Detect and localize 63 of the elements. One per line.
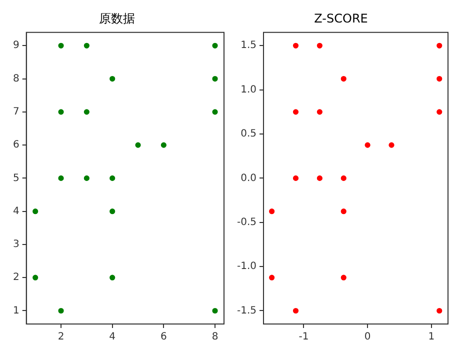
point <box>84 109 90 115</box>
point <box>212 308 218 314</box>
point <box>292 42 299 48</box>
x-tick-label: 8 <box>212 332 218 343</box>
point <box>340 208 346 214</box>
y-tick-label: 6 <box>12 140 20 151</box>
x-tick-label: 2 <box>58 332 64 343</box>
point <box>160 142 166 148</box>
y-tick-label: -0.5 <box>236 216 257 228</box>
point <box>292 175 299 181</box>
chart-title: Z-SCORE <box>314 11 368 26</box>
x-tick-label: 0 <box>364 332 371 343</box>
point <box>292 308 299 314</box>
x-tick-label: 6 <box>160 332 167 343</box>
point <box>212 42 218 48</box>
y-tick-label: 8 <box>12 73 20 84</box>
point <box>58 175 64 181</box>
point <box>84 42 90 48</box>
point <box>110 175 116 181</box>
x-tick-label: 1 <box>428 332 435 343</box>
point <box>32 274 38 280</box>
point <box>340 175 346 181</box>
point <box>316 109 322 115</box>
y-tick-label: 2 <box>12 272 20 284</box>
x-tick-label: -1 <box>298 332 309 343</box>
point <box>58 109 64 115</box>
chart-title: 原数据 <box>99 11 135 26</box>
x-tick-label: 4 <box>109 332 116 343</box>
point <box>32 208 38 214</box>
y-tick-label: 3 <box>12 239 20 250</box>
y-tick-label: 9 <box>12 40 20 52</box>
point <box>316 42 322 48</box>
y-tick-label: 0.5 <box>240 128 257 140</box>
point <box>269 274 275 280</box>
point <box>364 142 370 148</box>
point <box>110 76 116 82</box>
point <box>436 42 442 48</box>
y-tick-label: 0.0 <box>240 172 257 184</box>
point <box>135 142 141 148</box>
y-tick-label: 1.5 <box>240 40 257 52</box>
y-tick-label: -1.5 <box>236 305 257 316</box>
y-tick-label: 7 <box>12 106 20 118</box>
y-tick-label: -1.0 <box>236 261 257 272</box>
point <box>436 308 442 314</box>
point <box>110 274 116 280</box>
point <box>436 76 442 82</box>
point <box>292 109 299 115</box>
point <box>436 109 442 115</box>
point <box>212 76 218 82</box>
point <box>340 76 346 82</box>
point <box>316 175 322 181</box>
point <box>212 109 218 115</box>
point <box>84 175 90 181</box>
y-tick-label: 1.0 <box>240 84 257 96</box>
point <box>58 42 64 48</box>
point <box>269 208 275 214</box>
point <box>340 274 346 280</box>
point <box>110 208 116 214</box>
point <box>388 142 394 148</box>
point <box>58 308 64 314</box>
y-tick-label: 4 <box>12 206 20 217</box>
y-tick-label: 5 <box>12 172 20 184</box>
y-tick-label: 1 <box>12 305 20 316</box>
